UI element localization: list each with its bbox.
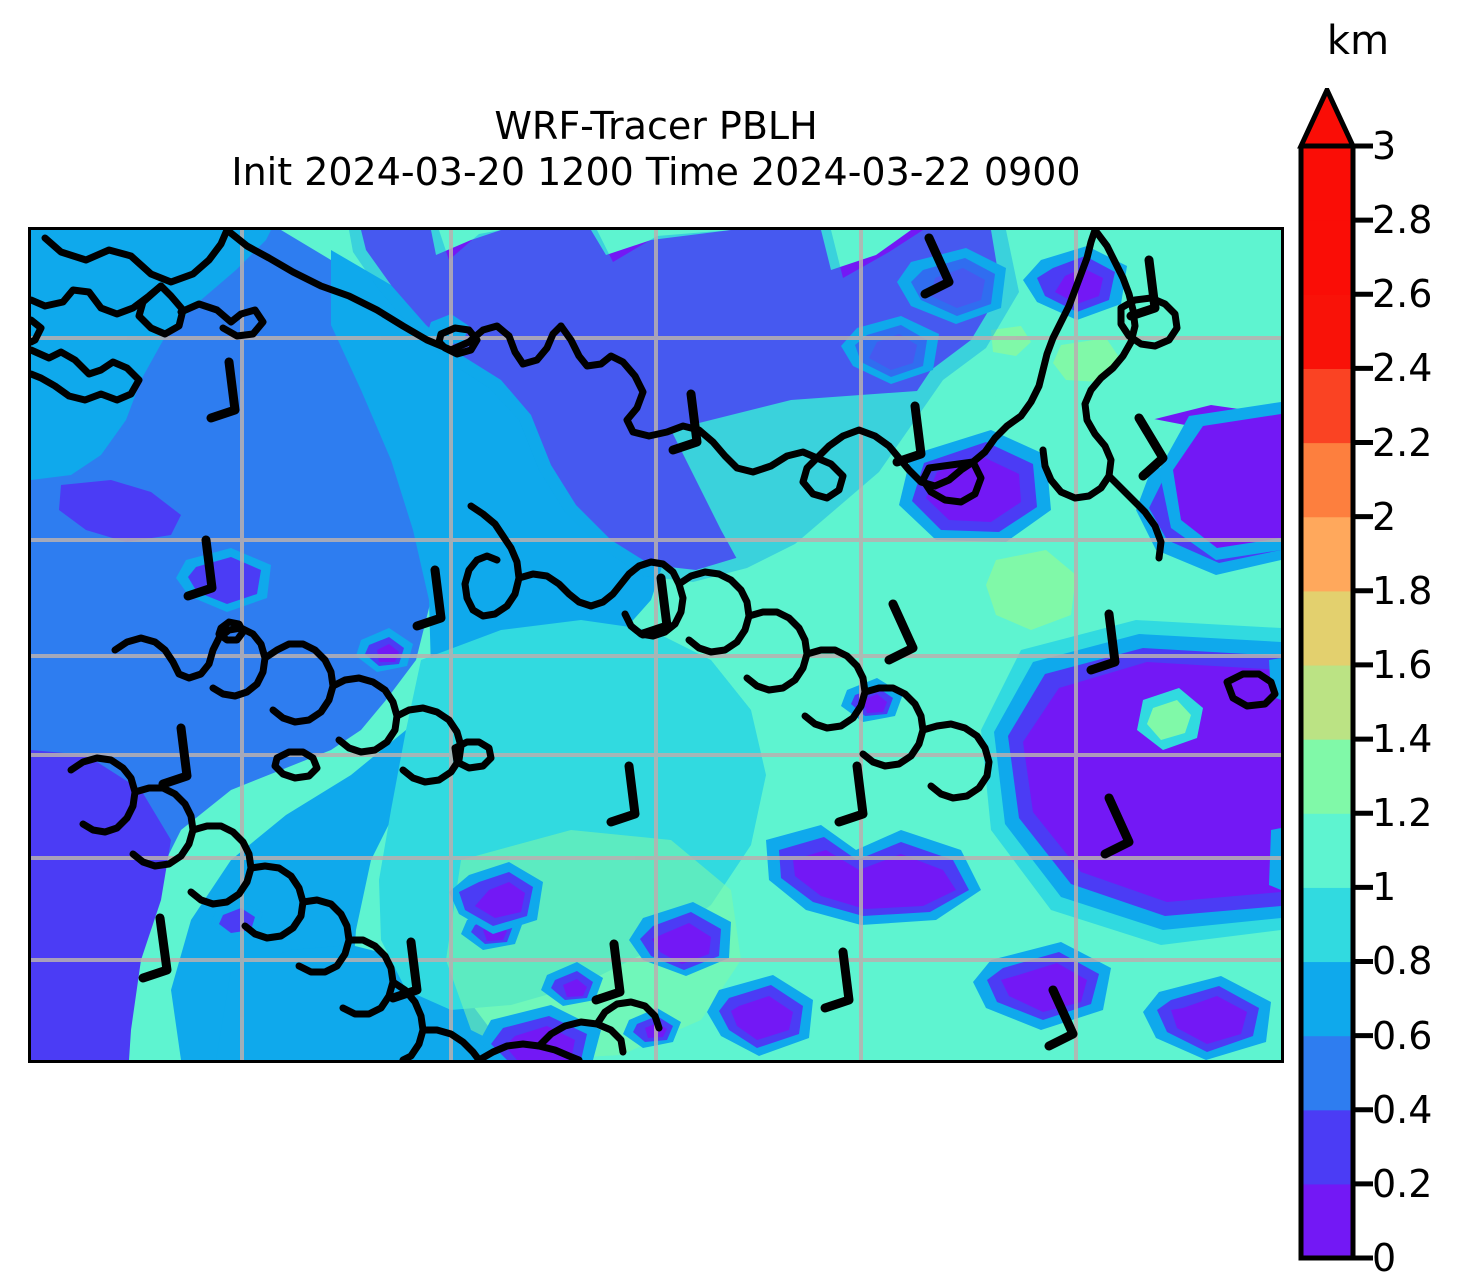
colorbar-segment [1301, 961, 1353, 1037]
colorbar [1297, 88, 1373, 1261]
colorbar-segment [1301, 442, 1353, 518]
colorbar-tick-label: 1.4 [1372, 717, 1433, 762]
wind-barb [668, 389, 702, 455]
colorbar-extend-arrow [1297, 88, 1357, 149]
colorbar-tick-label: 1.6 [1372, 642, 1433, 687]
colorbar-tick-label: 3 [1372, 124, 1397, 168]
contour-halo-north [349, 230, 1019, 582]
wind-barb [388, 937, 422, 1003]
colorbar-segment [1301, 887, 1353, 963]
colorbar-tick-label: 0 [1372, 1236, 1397, 1280]
colorbar-segment [1301, 146, 1353, 221]
wind-barb [820, 947, 854, 1013]
wind-barb [1100, 793, 1134, 859]
colorbar-tick-label: 2.8 [1372, 198, 1433, 243]
wind-barb [606, 761, 640, 827]
colorbar-segment [1301, 294, 1353, 369]
wind-barb [638, 573, 672, 639]
chart-title-line-2: Init 2024-03-20 1200 Time 2024-03-22 090… [231, 149, 1081, 194]
colorbar-segment [1301, 739, 1353, 814]
colorbar-segments [1301, 146, 1353, 1259]
colorbar-tick-label: 2.2 [1372, 420, 1433, 465]
colorbar-segment [1301, 1109, 1353, 1185]
colorbar-segment [1301, 516, 1353, 592]
wind-barb [1126, 255, 1160, 321]
colorbar-tick-label: 1.2 [1372, 791, 1433, 836]
colorbar-tick-label: 2.4 [1372, 346, 1433, 391]
colorbar-tick-label: 2 [1372, 494, 1397, 539]
colorbar-segment [1301, 1183, 1353, 1259]
colorbar-arrow [1297, 88, 1357, 149]
wind-barb [834, 761, 868, 827]
wind-barb [158, 723, 192, 789]
map-plot-area [28, 227, 1284, 1063]
chart-title-line-1: WRF-Tracer PBLH [494, 104, 818, 148]
colorbar-segment [1301, 664, 1353, 740]
colorbar-segment [1301, 1035, 1353, 1111]
contour-band-0.4-0.6-southwest [31, 750, 171, 1060]
contour-band-0.0-0.2-ne-edge-2 [1173, 414, 1281, 548]
contour-band-0.4-0.6-northwest [59, 480, 181, 542]
wind-barb [1134, 413, 1168, 481]
wind-barb [884, 599, 918, 665]
colorbar-gradient [1297, 88, 1373, 1261]
wind-barb [183, 535, 217, 601]
colorbar-segment [1301, 368, 1353, 444]
contour-band-1.4-1.6-patch-a [986, 550, 1076, 630]
pblh-contour-map [31, 230, 1281, 1060]
wind-barb [412, 565, 446, 631]
wind-barb [1044, 985, 1078, 1051]
wind-barb [206, 357, 240, 423]
colorbar-tick-label: 1 [1372, 865, 1397, 910]
colorbar-unit-label: km [1326, 18, 1390, 64]
wind-barb [892, 401, 926, 467]
wind-barb [1086, 609, 1120, 675]
colorbar-segment [1301, 220, 1353, 295]
wind-barb [138, 913, 172, 983]
colorbar-tick-label: 2.6 [1372, 272, 1433, 317]
chart-title: WRF-Tracer PBLH Init 2024-03-20 1200 Tim… [28, 104, 1284, 195]
colorbar-segment [1301, 813, 1353, 888]
wind-barb [920, 233, 954, 299]
contour-band-1.4-1.6-patch-d [991, 326, 1031, 356]
colorbar-tick-label: 0.2 [1372, 1161, 1433, 1206]
coastlines [31, 230, 1279, 1060]
colorbar-tick-label: 0.4 [1372, 1087, 1433, 1132]
wind-barbs [138, 233, 1168, 1051]
colorbar-tick-label: 0.8 [1372, 939, 1433, 984]
colorbar-segment [1301, 590, 1353, 666]
colorbar-tick-label: 0.6 [1372, 1013, 1433, 1058]
colorbar-ticks [1353, 143, 1373, 1261]
colorbar-tick-label: 1.8 [1372, 568, 1433, 613]
wind-barb [591, 939, 625, 1005]
